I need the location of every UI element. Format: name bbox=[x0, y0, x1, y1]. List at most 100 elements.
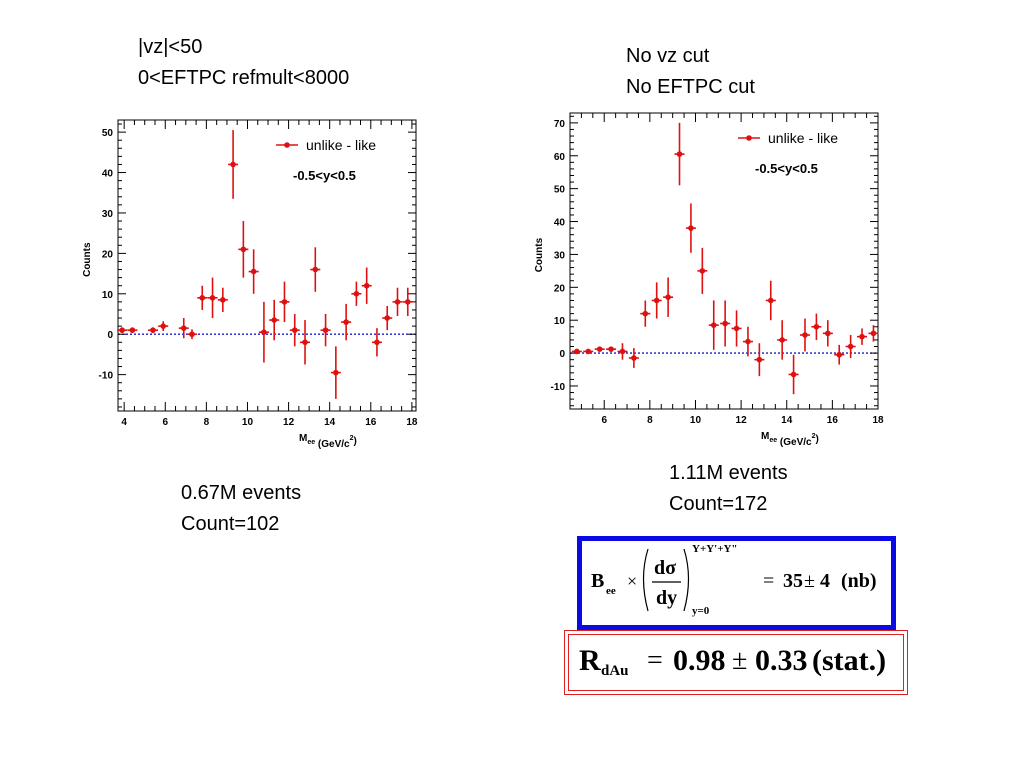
left-plot-xtick-label: 18 bbox=[406, 417, 418, 428]
right-plot-xtick-label: 10 bbox=[690, 415, 702, 426]
right-plot-xtick-label: 12 bbox=[736, 415, 748, 426]
left-plot-ytick-label: 20 bbox=[102, 249, 114, 260]
right-plot-data-point bbox=[585, 348, 592, 355]
formula-unit: (nb) bbox=[841, 570, 877, 592]
left-plot-data-point bbox=[374, 339, 380, 346]
right-plot-data-point bbox=[676, 151, 683, 157]
left-plot-data-point bbox=[209, 295, 216, 301]
right-plot-xtick-label: 18 bbox=[872, 415, 884, 426]
formula-times: × bbox=[627, 571, 638, 591]
left-plot-xlabel-part: M bbox=[299, 433, 307, 444]
rdau-result-box: R dAu = 0.98 ± 0.33 (stat.) bbox=[564, 630, 908, 695]
left-cut-caption: |vz|<50 0<EFTPC refmult<8000 bbox=[138, 32, 349, 94]
right-plot-ytick-label: 10 bbox=[554, 316, 566, 327]
right-plot-ytick-label: 60 bbox=[554, 152, 566, 163]
left-plot-data-point bbox=[189, 331, 195, 338]
left-plot: -10 0 10 20 30 40 50 4 6 8 10 12 14 16 18 Counts Mee (Ge… bbox=[80, 112, 425, 450]
right-plot-xtick-label: 14 bbox=[781, 415, 793, 426]
left-plot-data-point bbox=[129, 327, 136, 333]
right-plot-xtick-label: 16 bbox=[827, 415, 839, 426]
right-plot-data-point bbox=[756, 356, 763, 363]
right-plot-data-point bbox=[619, 348, 626, 355]
left-plot-data-point bbox=[160, 323, 167, 329]
left-plot-xtick-label: 6 bbox=[162, 417, 168, 428]
right-plot-data-point bbox=[870, 330, 877, 337]
right-plot-xlabel-part: 2 bbox=[812, 433, 816, 440]
formula-parentheses bbox=[642, 548, 690, 612]
left-plot-ylabel: Counts bbox=[82, 242, 93, 277]
left-plot-xtick-label: 14 bbox=[324, 417, 336, 428]
formula-equals: = bbox=[763, 570, 775, 592]
left-plot-data-point bbox=[199, 295, 206, 301]
right-plot-data-point bbox=[642, 310, 649, 317]
rdau-err: 0.33 bbox=[755, 644, 808, 677]
left-plot-xtick-label: 12 bbox=[283, 417, 295, 428]
right-plot-legend-label: unlike - like bbox=[768, 130, 838, 146]
rdau-value: 0.98 bbox=[673, 644, 726, 677]
left-plot-xlabel-part: (GeV/c bbox=[315, 439, 350, 450]
formula-dy: dy bbox=[656, 587, 678, 609]
right-plot-xtick-label: 6 bbox=[601, 415, 607, 426]
right-plot-data-point bbox=[665, 294, 671, 300]
right-plot-data-point bbox=[688, 225, 694, 231]
rdau-unit: (stat.) bbox=[812, 644, 887, 677]
right-plot-data-point bbox=[710, 322, 717, 328]
right-plot-xlabel-part: (GeV/c bbox=[777, 437, 812, 448]
left-plot-data-point bbox=[394, 299, 401, 305]
formula-subscript: y=0 bbox=[692, 605, 710, 617]
formula-dsigma: dσ bbox=[654, 557, 677, 579]
right-cut-caption-line1: No vz cut bbox=[626, 45, 710, 67]
formula-B: B bbox=[591, 570, 605, 592]
right-plot-data-point bbox=[790, 371, 797, 378]
right-plot-data-point bbox=[767, 297, 774, 304]
right-count: Count=172 bbox=[669, 493, 768, 515]
formula-err: 4 bbox=[820, 570, 830, 592]
left-plot-frame bbox=[117, 119, 417, 412]
right-plot-ytick-label: 40 bbox=[554, 218, 566, 229]
right-plot-svg: -10 0 10 20 30 40 50 60 70 6 8 10 12 14 16 18 Counts Mee … bbox=[534, 112, 884, 448]
formula-superscript: Y+Y'+Y" bbox=[692, 543, 738, 555]
left-plot-data-point bbox=[363, 282, 370, 289]
right-plot-ytick-label: 20 bbox=[554, 283, 566, 294]
right-plot-data-point bbox=[596, 346, 603, 352]
right-plot-data-point bbox=[699, 268, 706, 274]
left-plot-xlabel: Mee (GeV/c2) bbox=[299, 433, 357, 450]
formula-pm: ± bbox=[804, 570, 815, 592]
rdau-R: R bbox=[579, 644, 601, 677]
left-plot-data-point bbox=[220, 297, 226, 303]
right-plot-data-point bbox=[574, 348, 580, 355]
right-plot-ytick-label: -10 bbox=[551, 382, 566, 393]
left-plot-ytick-label: 0 bbox=[107, 330, 113, 341]
right-plot-data-point bbox=[653, 297, 660, 304]
left-plot-legend-label: unlike - like bbox=[306, 137, 376, 153]
right-plot-xtick-label: 8 bbox=[647, 415, 653, 426]
right-cut-caption: No vz cut No EFTPC cut bbox=[626, 41, 755, 103]
left-plot-ytick-label: -10 bbox=[99, 371, 114, 382]
left-cut-caption-line1: |vz|<50 bbox=[138, 36, 203, 58]
left-plot-data-point bbox=[230, 161, 236, 168]
left-plot-xlabel-part: ) bbox=[354, 436, 357, 447]
right-plot-ytick-label: 30 bbox=[554, 250, 566, 261]
left-plot-data-point bbox=[302, 339, 308, 346]
right-stats: 1.11M events Count=172 bbox=[669, 458, 788, 520]
right-plot-xlabel-part: ee bbox=[769, 437, 777, 444]
rdau-subscript: dAu bbox=[601, 663, 629, 679]
left-plot-legend-marker bbox=[284, 142, 290, 148]
right-plot-data-point bbox=[779, 337, 785, 343]
left-count: Count=102 bbox=[181, 513, 280, 535]
right-plot-data-point bbox=[836, 351, 843, 358]
right-plot-ytick-label: 70 bbox=[554, 119, 566, 130]
left-plot-data-point bbox=[271, 317, 277, 323]
right-plot-data-point bbox=[825, 330, 831, 337]
left-plot-data-point bbox=[384, 315, 391, 321]
left-plot-data-point bbox=[404, 299, 411, 305]
left-plot-rapidity-annotation: -0.5<y<0.5 bbox=[293, 168, 356, 183]
left-plot-xtick-label: 8 bbox=[204, 417, 210, 428]
left-plot-data-point bbox=[322, 327, 329, 333]
right-plot-ytick-label: 0 bbox=[559, 349, 565, 360]
left-plot-xtick-label: 16 bbox=[365, 417, 377, 428]
left-plot-xlabel-part: 2 bbox=[350, 435, 354, 442]
right-plot: -10 0 10 20 30 40 50 60 70 6 8 10 12 14 16 18 Counts Mee … bbox=[532, 106, 892, 451]
right-plot-ytick-label: 50 bbox=[554, 185, 566, 196]
left-plot-data-point bbox=[250, 268, 257, 275]
